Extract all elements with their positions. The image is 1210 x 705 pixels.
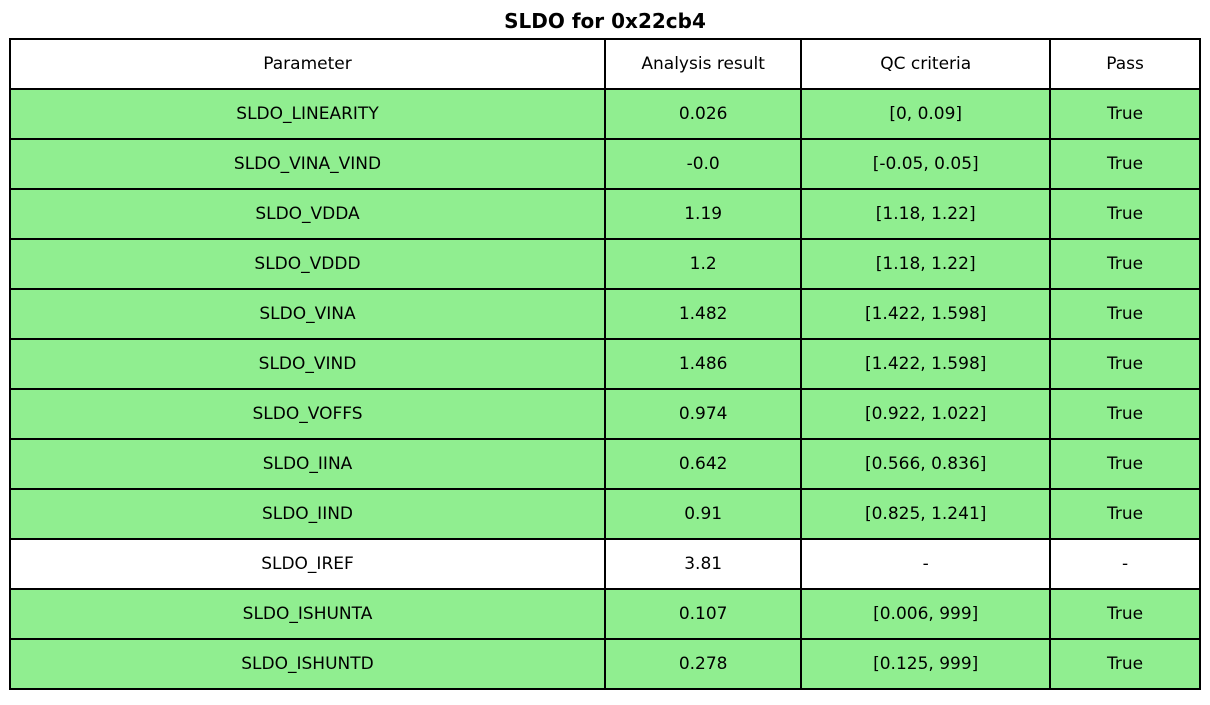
- analysis-result-cell: 0.91: [603, 488, 803, 540]
- parameter-cell: SLDO_VINA_VIND: [9, 138, 606, 190]
- analysis-result-cell: 1.2: [603, 238, 803, 290]
- table-row: SLDO_IINA 0.642 [0.566, 0.836] True: [9, 438, 1201, 490]
- analysis-result-cell: 1.482: [603, 288, 803, 340]
- table-row: SLDO_VDDA 1.19 [1.18, 1.22] True: [9, 188, 1201, 240]
- table-row: SLDO_IREF 3.81 - -: [9, 538, 1201, 590]
- parameter-cell: SLDO_IREF: [9, 538, 606, 590]
- parameter-cell: SLDO_VDDA: [9, 188, 606, 240]
- analysis-result-cell: 1.19: [603, 188, 803, 240]
- table-row: SLDO_LINEARITY 0.026 [0, 0.09] True: [9, 88, 1201, 140]
- parameter-cell: SLDO_VINA: [9, 288, 606, 340]
- qc-criteria-cell: -: [800, 538, 1052, 590]
- column-header-analysis-result: Analysis result: [603, 38, 803, 90]
- table-row: SLDO_VINA 1.482 [1.422, 1.598] True: [9, 288, 1201, 340]
- column-header-parameter: Parameter: [9, 38, 606, 90]
- pass-cell: True: [1049, 638, 1201, 690]
- qc-criteria-cell: [0, 0.09]: [800, 88, 1052, 140]
- column-header-qc-criteria: QC criteria: [800, 38, 1052, 90]
- analysis-result-cell: 0.642: [603, 438, 803, 490]
- pass-cell: True: [1049, 188, 1201, 240]
- parameter-cell: SLDO_IIND: [9, 488, 606, 540]
- table-row: SLDO_VDDD 1.2 [1.18, 1.22] True: [9, 238, 1201, 290]
- qc-criteria-cell: [0.566, 0.836]: [800, 438, 1052, 490]
- table-header-row: Parameter Analysis result QC criteria Pa…: [9, 38, 1201, 90]
- table-row: SLDO_VOFFS 0.974 [0.922, 1.022] True: [9, 388, 1201, 440]
- parameter-cell: SLDO_VIND: [9, 338, 606, 390]
- table-row: SLDO_ISHUNTD 0.278 [0.125, 999] True: [9, 638, 1201, 690]
- table-row: SLDO_ISHUNTA 0.107 [0.006, 999] True: [9, 588, 1201, 640]
- pass-cell: True: [1049, 488, 1201, 540]
- pass-cell: True: [1049, 88, 1201, 140]
- qc-criteria-cell: [1.18, 1.22]: [800, 188, 1052, 240]
- table-row: SLDO_VINA_VIND -0.0 [-0.05, 0.05] True: [9, 138, 1201, 190]
- analysis-result-cell: 0.974: [603, 388, 803, 440]
- pass-cell: True: [1049, 588, 1201, 640]
- analysis-result-cell: 1.486: [603, 338, 803, 390]
- analysis-result-cell: -0.0: [603, 138, 803, 190]
- table-row: SLDO_VIND 1.486 [1.422, 1.598] True: [9, 338, 1201, 390]
- qc-criteria-cell: [1.18, 1.22]: [800, 238, 1052, 290]
- pass-cell: -: [1049, 538, 1201, 590]
- column-header-pass: Pass: [1049, 38, 1201, 90]
- parameter-cell: SLDO_ISHUNTA: [9, 588, 606, 640]
- analysis-result-cell: 0.026: [603, 88, 803, 140]
- pass-cell: True: [1049, 138, 1201, 190]
- analysis-result-cell: 3.81: [603, 538, 803, 590]
- table-row: SLDO_IIND 0.91 [0.825, 1.241] True: [9, 488, 1201, 540]
- parameter-cell: SLDO_VOFFS: [9, 388, 606, 440]
- page-title: SLDO for 0x22cb4: [504, 9, 706, 33]
- parameter-cell: SLDO_VDDD: [9, 238, 606, 290]
- parameter-cell: SLDO_LINEARITY: [9, 88, 606, 140]
- qc-results-table: Parameter Analysis result QC criteria Pa…: [9, 38, 1201, 690]
- qc-criteria-cell: [0.922, 1.022]: [800, 388, 1052, 440]
- qc-criteria-cell: [1.422, 1.598]: [800, 288, 1052, 340]
- pass-cell: True: [1049, 438, 1201, 490]
- qc-criteria-cell: [0.125, 999]: [800, 638, 1052, 690]
- parameter-cell: SLDO_IINA: [9, 438, 606, 490]
- parameter-cell: SLDO_ISHUNTD: [9, 638, 606, 690]
- pass-cell: True: [1049, 238, 1201, 290]
- qc-criteria-cell: [0.825, 1.241]: [800, 488, 1052, 540]
- analysis-result-cell: 0.107: [603, 588, 803, 640]
- pass-cell: True: [1049, 288, 1201, 340]
- analysis-result-cell: 0.278: [603, 638, 803, 690]
- pass-cell: True: [1049, 338, 1201, 390]
- qc-criteria-cell: [0.006, 999]: [800, 588, 1052, 640]
- pass-cell: True: [1049, 388, 1201, 440]
- qc-criteria-cell: [-0.05, 0.05]: [800, 138, 1052, 190]
- qc-criteria-cell: [1.422, 1.598]: [800, 338, 1052, 390]
